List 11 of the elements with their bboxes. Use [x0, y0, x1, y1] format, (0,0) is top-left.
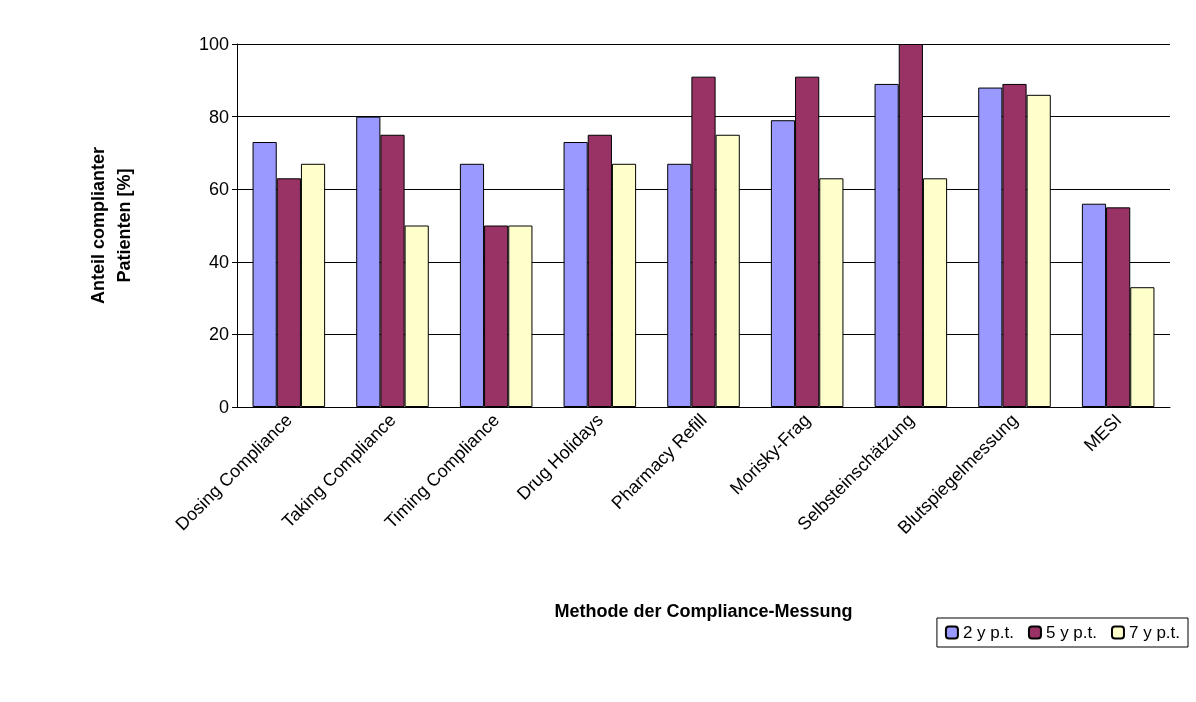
- legend-label: 7 y p.t.: [1128, 623, 1181, 642]
- y-tick-label: 20: [208, 324, 229, 345]
- legend-label: 5 y p.t.: [1045, 623, 1097, 642]
- legend-label: 2 y p.t.: [962, 623, 1014, 642]
- x-axis-title: Methode der Compliance-Messung: [554, 601, 853, 621]
- y-tick-label: 0: [218, 397, 229, 417]
- y-tick-label: 80: [208, 106, 229, 127]
- y-tick-label: 40: [208, 251, 229, 272]
- y-tick-label: 100: [198, 34, 229, 54]
- y-axis-title: Anteil complianter Patienten [%]: [88, 146, 134, 305]
- y-tick-label: 60: [208, 179, 229, 200]
